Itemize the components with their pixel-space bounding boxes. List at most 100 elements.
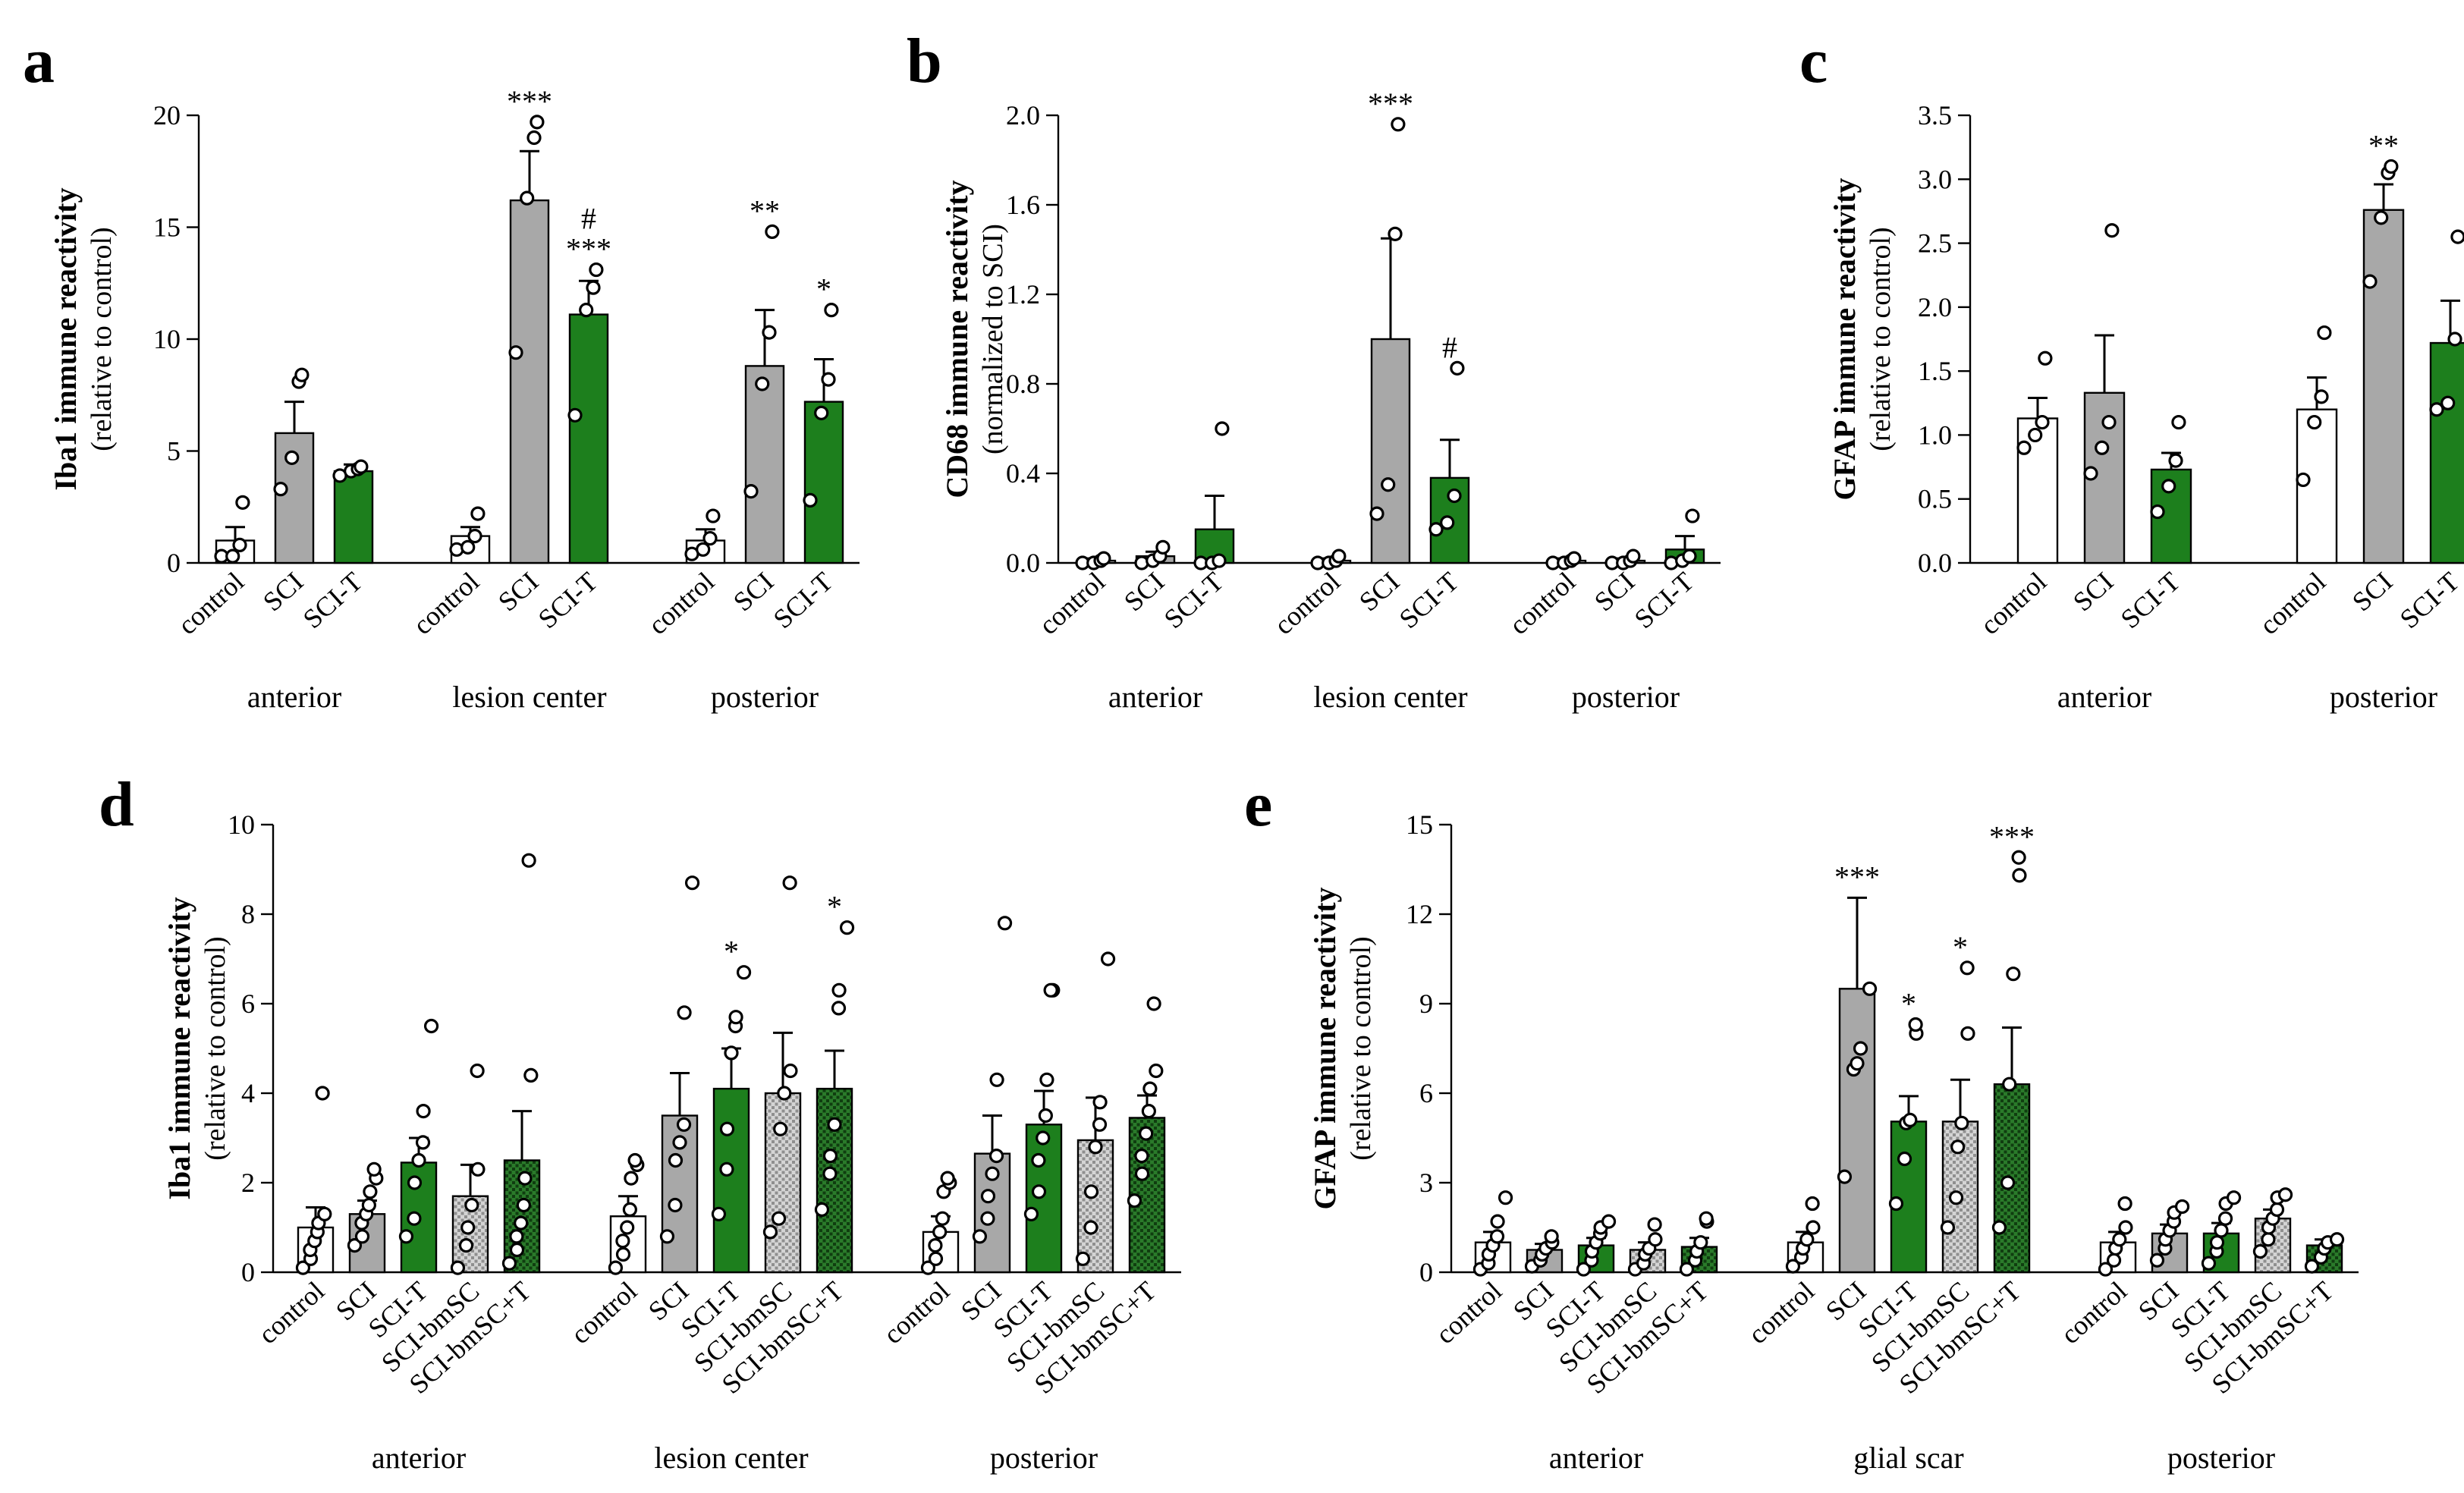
x-category-label: control <box>2254 566 2332 640</box>
x-group-label: posterior <box>2167 1441 2275 1475</box>
bar-control <box>2016 417 2059 564</box>
y-axis-label: Iba1 immune reactivity (relative to contr… <box>49 187 118 490</box>
data-point <box>423 1018 439 1034</box>
data-point <box>2118 1220 2133 1235</box>
data-point <box>1149 1063 1164 1079</box>
data-point <box>1850 1056 1865 1071</box>
data-point <box>762 1224 778 1240</box>
data-point <box>1682 548 1697 564</box>
data-point <box>2012 868 2027 883</box>
data-point <box>1134 1166 1150 1181</box>
y-axis-title: CD68 immune reactivity <box>940 180 974 498</box>
data-point <box>2374 210 2389 225</box>
bar-group <box>449 506 491 564</box>
bar-group <box>2098 1196 2137 1277</box>
data-point <box>615 1246 631 1262</box>
data-point <box>2083 466 2098 481</box>
data-point <box>702 530 718 546</box>
panel-letter: e <box>1244 769 1272 840</box>
data-point <box>579 303 594 318</box>
x-category-text: control <box>2254 566 2332 640</box>
y-tick-label: 1.5 <box>1918 356 1952 386</box>
data-point <box>2269 1202 2285 1218</box>
data-point <box>736 965 752 980</box>
x-category-text: SCI-T <box>533 566 604 634</box>
bar-group <box>972 916 1013 1274</box>
data-point <box>514 1215 529 1231</box>
y-tick-label: 2.0 <box>1006 100 1040 130</box>
bar-group <box>1576 1214 1617 1277</box>
data-point <box>1369 506 1384 521</box>
bar-group: * <box>803 272 844 564</box>
data-point <box>989 1072 1004 1087</box>
data-point <box>470 1161 486 1177</box>
bar-group <box>2304 1232 2345 1274</box>
y-tick-label: 0 <box>241 1257 255 1287</box>
data-point <box>361 1197 376 1213</box>
data-point <box>1447 488 1462 504</box>
bar-SCI-T <box>1025 1124 1063 1274</box>
bar-group <box>2149 1199 2190 1274</box>
data-point <box>668 1197 683 1213</box>
data-point <box>1031 1152 1046 1168</box>
data-point <box>668 1152 684 1168</box>
data-point <box>1897 1151 1912 1167</box>
x-category-text: control <box>2055 1275 2133 1350</box>
data-point <box>1837 1169 1853 1184</box>
data-point <box>1450 360 1465 376</box>
data-point <box>273 482 288 497</box>
data-point <box>620 1220 635 1235</box>
data-point <box>2000 1175 2016 1190</box>
panel-letter: d <box>99 769 134 840</box>
data-point <box>831 982 847 998</box>
data-point <box>294 367 310 382</box>
data-point <box>1146 996 1161 1011</box>
x-category-label: control <box>1268 566 1347 640</box>
y-tick-label: 0 <box>1419 1257 1433 1287</box>
data-point <box>586 280 601 295</box>
data-point <box>1693 1235 1708 1250</box>
data-point <box>416 1103 431 1119</box>
bar-group <box>2083 223 2126 564</box>
data-point <box>1036 1130 1051 1146</box>
data-point <box>622 1202 637 1218</box>
data-point <box>928 1237 943 1253</box>
significance-mark: * <box>1953 930 1968 964</box>
data-point <box>1567 551 1582 566</box>
y-tick-label: 8 <box>241 899 255 929</box>
data-point <box>814 1202 830 1218</box>
bar-group: *** <box>1989 819 2035 1274</box>
data-point <box>2171 414 2186 430</box>
y-tick-label: 4 <box>241 1078 255 1108</box>
data-point <box>1954 1115 1969 1130</box>
data-point <box>2307 414 2322 430</box>
data-point <box>1991 1220 2007 1235</box>
bar-group <box>1310 548 1352 570</box>
bar-group <box>450 1063 489 1275</box>
bar-group <box>1664 508 1705 570</box>
panel-b: b CD68 immune reactivity (normalized to SC… <box>907 26 1721 714</box>
bar-group: * <box>1888 987 1928 1274</box>
y-tick-label: 10 <box>153 324 181 354</box>
data-point <box>2028 427 2043 443</box>
data-point <box>509 1229 524 1244</box>
x-category-label: SCI-T <box>2115 566 2186 634</box>
bar-group: # <box>1428 330 1470 564</box>
y-axis-label: GFAP immune reactivity (relative to contr… <box>1308 887 1377 1209</box>
data-point <box>771 1211 787 1226</box>
data-point <box>1381 477 1396 492</box>
x-category-label: SCI <box>2346 566 2398 617</box>
x-category-label: control <box>2055 1275 2133 1350</box>
data-point <box>2304 1259 2320 1274</box>
data-point <box>782 875 797 891</box>
data-point <box>363 1184 378 1199</box>
y-tick-label: 12 <box>1406 899 1433 929</box>
data-point <box>677 1005 692 1020</box>
bar-group <box>2150 414 2192 564</box>
x-group-label: anterior <box>247 680 341 714</box>
bar-group: *** <box>507 84 552 564</box>
bar-group <box>1545 551 1587 570</box>
bar-group: ***# <box>566 202 611 564</box>
data-point <box>521 853 536 868</box>
